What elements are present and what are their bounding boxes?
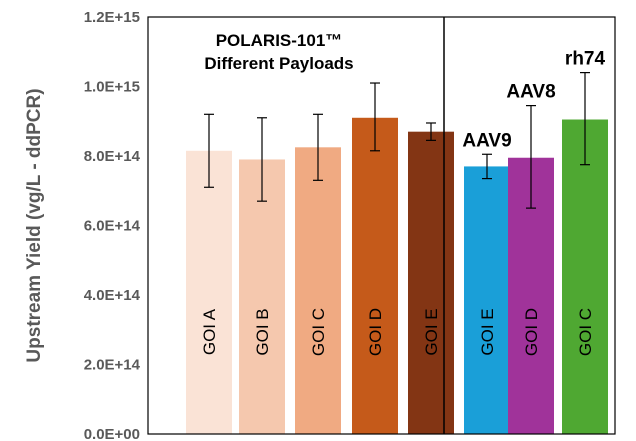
error-bar [580, 71, 590, 166]
plot-frame [147, 16, 616, 435]
bar [295, 147, 341, 434]
error-bar [482, 153, 492, 180]
bar-category-label: GOI D [522, 308, 541, 356]
bar [408, 131, 454, 435]
bar [562, 119, 608, 434]
y-tick-label: 6.0E+14 [84, 218, 141, 235]
error-bars [204, 71, 590, 209]
bar [239, 159, 285, 434]
bar-category-label: GOI B [253, 308, 272, 355]
bar [352, 117, 398, 435]
bar-series-label: AAV8 [506, 82, 555, 103]
annotation-line-2: Different Payloads [204, 54, 353, 73]
annotation-line-1: POLARIS-101™ [216, 31, 343, 50]
error-bar [370, 82, 380, 152]
y-tick-label: 4.0E+14 [84, 287, 141, 304]
error-bar [313, 113, 323, 181]
y-axis-label: Upstream Yield (vg/L - ddPCR) [24, 88, 45, 362]
y-tick-label: 1.2E+15 [84, 9, 140, 26]
bar-category-label: GOI D [366, 308, 385, 356]
y-tick-label: 8.0E+14 [84, 148, 141, 165]
error-bar [204, 113, 214, 188]
bar [186, 150, 232, 434]
bar-series-labels: AAV9 AAV8 rh74 [462, 49, 605, 152]
bar-category-label: GOI E [422, 308, 441, 355]
bar-category-label: GOI A [200, 308, 219, 355]
bar-series-label: AAV9 [462, 130, 511, 151]
y-axis-ticks: 0.0E+00 2.0E+14 4.0E+14 6.0E+14 8.0E+14 1.0E+… [84, 9, 141, 441]
bar-category-label: GOI E [478, 308, 497, 355]
y-tick-label: 2.0E+14 [84, 357, 141, 374]
bar [464, 166, 510, 435]
bar-category-label: GOI C [309, 308, 328, 356]
error-bar [526, 105, 536, 209]
bars [186, 117, 608, 435]
bar-category-label: GOI C [576, 308, 595, 356]
bar-series-label: rh74 [565, 49, 606, 70]
y-tick-label: 1.0E+15 [84, 79, 140, 96]
error-bar [257, 117, 267, 202]
error-bar [426, 122, 436, 141]
bar-category-labels: GOI A GOI B GOI C GOI D GOI E GOI E GOI D GOI C [200, 308, 595, 356]
y-tick-label: 0.0E+00 [84, 426, 140, 441]
